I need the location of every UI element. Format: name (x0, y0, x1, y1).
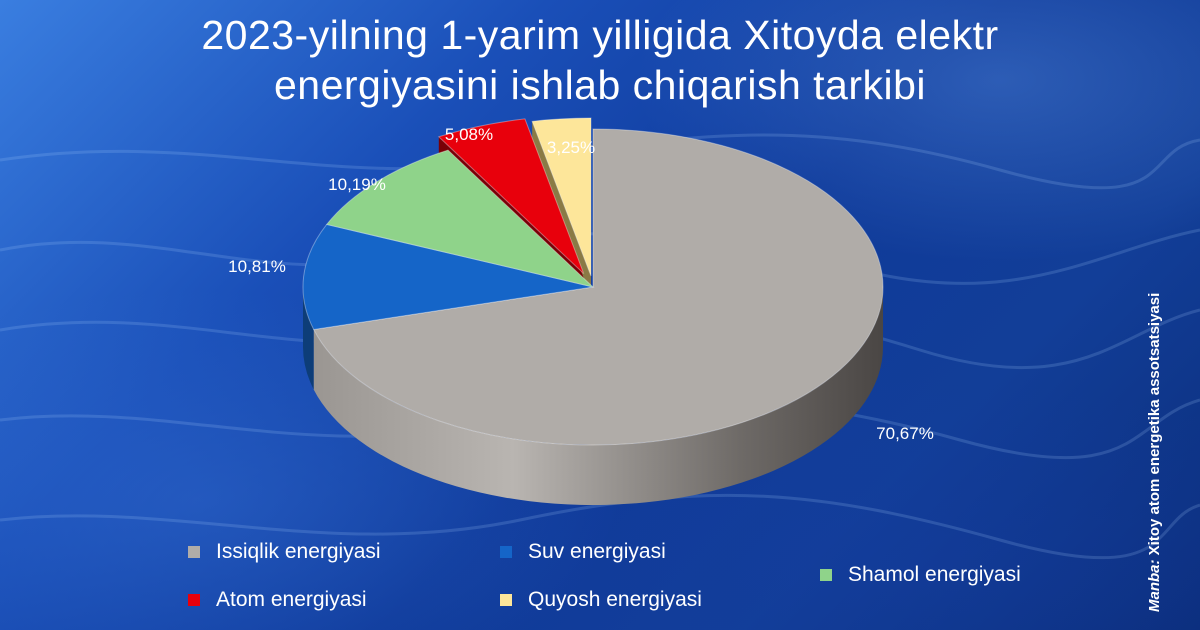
legend-swatch (188, 546, 200, 558)
legend-label: Issiqlik energiyasi (216, 540, 381, 563)
pie-slices (302, 117, 884, 446)
legend-label: Atom energiyasi (216, 588, 367, 611)
legend-item-suv: Suv energiyasi (500, 540, 666, 564)
pie-slice-issiqlik (312, 128, 884, 446)
legend-item-quyosh: Quyosh energiyasi (500, 588, 702, 612)
legend-label: Shamol energiyasi (848, 563, 1021, 586)
legend-swatch (500, 594, 512, 606)
pie-side-suv (303, 287, 314, 390)
chart-title: 2023-yilning 1-yarim yilligida Xitoyda e… (60, 10, 1140, 110)
legend-label: Quyosh energiyasi (528, 588, 702, 611)
pie-slice-atom (437, 118, 585, 274)
pie-value-labels: 70,67% 10,81% 10,19% 5,08% 3,25% (228, 125, 934, 443)
chart-title-line-2: energiyasini ishlab chiqarish tarkibi (273, 62, 927, 108)
data-label-quyosh: 3,25% (547, 138, 595, 157)
data-label-suv: 10,81% (228, 257, 286, 276)
pie-slice-suv (302, 223, 594, 331)
legend-label: Suv energiyasi (528, 540, 666, 563)
legend-swatch (188, 594, 200, 606)
source-note: Manba: Xitoy atom energetika assotsatsiy… (1146, 192, 1170, 612)
pie-edge-quyosh (532, 121, 591, 298)
pie-side-issiqlik (313, 287, 884, 505)
data-label-atom: 5,08% (445, 125, 493, 144)
legend-item-atom: Atom energiyasi (188, 588, 367, 612)
legend-swatch (500, 546, 512, 558)
source-lead: Manba: (1146, 559, 1163, 613)
chart-title-line-1: 2023-yilning 1-yarim yilligida Xitoyda e… (201, 12, 999, 58)
legend-item-shamol: Shamol energiyasi (820, 563, 1021, 587)
legend-swatch (820, 569, 832, 581)
pie-slice-shamol (325, 149, 595, 288)
legend-item-issiqlik: Issiqlik energiyasi (188, 540, 381, 564)
data-label-issiqlik: 70,67% (876, 424, 934, 443)
data-label-shamol: 10,19% (328, 175, 386, 194)
source-text: Xitoy atom energetika assotsatsiyasi (1146, 292, 1163, 556)
pie-slice-quyosh (531, 117, 592, 277)
